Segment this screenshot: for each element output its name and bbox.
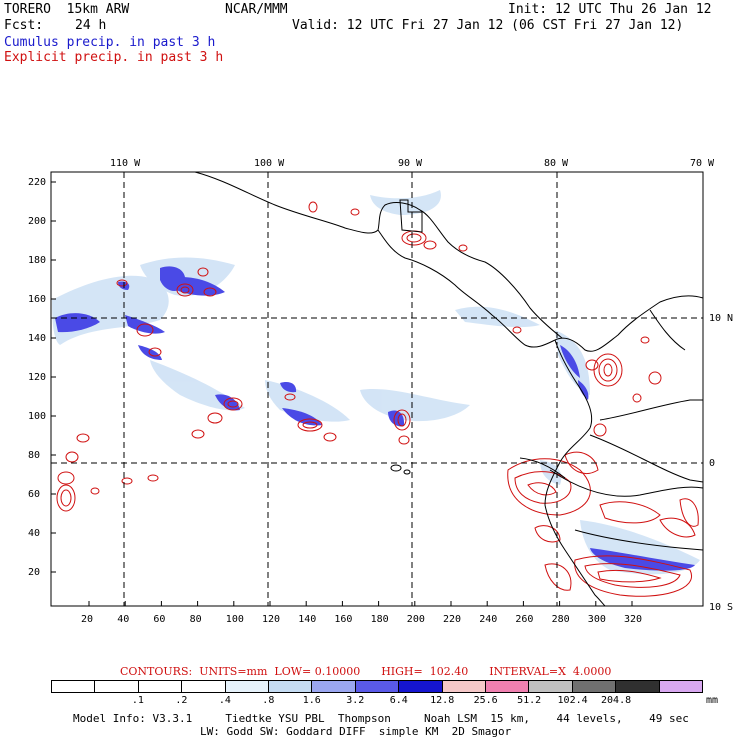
x-tick-label: 160 [334, 614, 353, 625]
y-tick-label: 40 [28, 528, 41, 539]
explicit-precip-label: Explicit precip. in past 3 h [4, 50, 224, 65]
legend-swatch [182, 681, 226, 692]
legend-value: 25.6 [473, 695, 498, 706]
axis-ticks [51, 181, 633, 606]
legend-value: 102.4 [557, 695, 588, 706]
legend-swatch [312, 681, 356, 692]
color-legend-bar [51, 680, 703, 693]
lon-label: 70 W [690, 158, 715, 169]
org-label: NCAR/MMM [225, 2, 288, 17]
x-tick-label: 80 [189, 614, 202, 625]
legend-value: 6.4 [389, 695, 408, 706]
y-tick-label: 100 [28, 411, 47, 422]
x-tick-label: 40 [117, 614, 130, 625]
coastlines [194, 171, 704, 607]
legend-swatch [529, 681, 573, 692]
x-tick-label: 120 [262, 614, 281, 625]
y-tick-label: 60 [28, 489, 41, 500]
legend-value: 204.8 [601, 695, 632, 706]
y-tick-label: 80 [28, 450, 41, 461]
legend-unit: mm [705, 695, 719, 706]
forecast-label: Fcst: [4, 18, 44, 33]
x-tick-label: 240 [479, 614, 498, 625]
model-info: Model Info: V3.3.1 Tiedtke YSU PBL Thomp… [73, 712, 689, 725]
legend-swatch [225, 681, 270, 692]
legend-swatch [95, 681, 139, 692]
legend-swatch [399, 681, 443, 692]
model-title: TORERO 15km ARW [4, 2, 130, 17]
legend-swatch [572, 681, 617, 692]
x-tick-label: 220 [443, 614, 462, 625]
legend-value: .8 [262, 695, 275, 706]
x-tick-label: 300 [587, 614, 606, 625]
valid-time: Valid: 12 UTC Fri 27 Jan 12 (06 CST Fri … [292, 18, 684, 33]
legend-value: .2 [175, 695, 188, 706]
x-tick-label: 320 [624, 614, 643, 625]
lon-label: 90 W [398, 158, 423, 169]
init-time: Init: 12 UTC Thu 26 Jan 12 [508, 2, 712, 17]
explicit-precip-contours [56, 201, 699, 597]
legend-value: .4 [218, 695, 231, 706]
legend-value: .1 [131, 695, 144, 706]
y-tick-label: 200 [28, 216, 47, 227]
forecast-value: 24 h [75, 18, 107, 33]
lon-label: 110 W [110, 158, 141, 169]
lat-lon-grid [51, 172, 703, 606]
lat-label: 10 S [709, 602, 734, 613]
legend-swatch [269, 681, 313, 692]
x-tick-label: 200 [406, 614, 425, 625]
x-tick-label: 180 [370, 614, 389, 625]
legend-swatch [138, 681, 183, 692]
lat-label: 0 [709, 458, 716, 469]
x-tick-label: 100 [225, 614, 244, 625]
legend-swatch [442, 681, 487, 692]
lon-label: 100 W [254, 158, 285, 169]
y-tick-label: 160 [28, 294, 47, 305]
y-tick-label: 20 [28, 567, 41, 578]
legend-value: 51.2 [517, 695, 542, 706]
x-tick-label: 20 [81, 614, 94, 625]
lat-label: 10 N [709, 313, 734, 324]
x-tick-label: 60 [153, 614, 166, 625]
legend-swatch [355, 681, 400, 692]
legend-swatch [52, 681, 96, 692]
lon-label: 80 W [544, 158, 569, 169]
y-tick-label: 180 [28, 255, 47, 266]
x-tick-label: 260 [515, 614, 534, 625]
legend-swatch [659, 681, 703, 692]
y-tick-label: 140 [28, 333, 47, 344]
legend-swatch [616, 681, 660, 692]
contours-info: CONTOURS: UNITS=mm LOW= 0.10000 HIGH= 10… [120, 665, 612, 678]
x-tick-label: 280 [551, 614, 570, 625]
cumulus-precip-label: Cumulus precip. in past 3 h [4, 35, 216, 50]
y-tick-label: 120 [28, 372, 47, 383]
legend-value: 12.8 [430, 695, 455, 706]
y-tick-label: 220 [28, 177, 47, 188]
model-physics: LW: Godd SW: Goddard DIFF simple KM 2D S… [200, 725, 512, 738]
legend-value: 1.6 [302, 695, 321, 706]
legend-value: 3.2 [346, 695, 365, 706]
legend-swatch [486, 681, 530, 692]
x-tick-label: 140 [298, 614, 317, 625]
